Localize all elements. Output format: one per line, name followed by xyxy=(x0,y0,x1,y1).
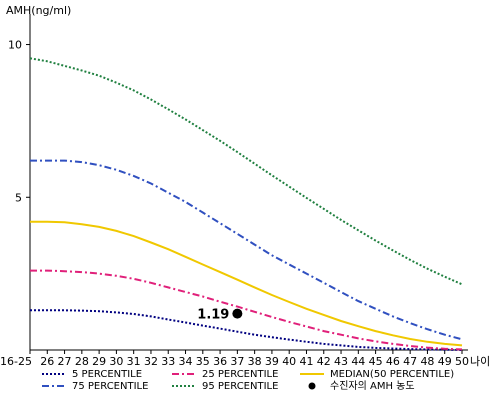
x-tick-label-45: 45 xyxy=(369,355,383,368)
x-tick-label-43: 43 xyxy=(334,355,348,368)
x-tick-label-30: 30 xyxy=(109,355,123,368)
x-tick-label-33: 33 xyxy=(161,355,175,368)
patient-point-label-0: 1.19 xyxy=(197,308,229,323)
patient-point-0 xyxy=(232,308,243,319)
legend-label-1: 25 PERCENTILE xyxy=(202,369,278,380)
x-tick-label-50: 50 xyxy=(455,355,469,368)
legend: 5 PERCENTILE 25 PERCENTILE MEDIAN(50 PERCE… xyxy=(42,369,454,392)
x-tick-label-48: 48 xyxy=(420,355,434,368)
x-tick-label-34: 34 xyxy=(179,355,193,368)
legend-label-0: 5 PERCENTILE xyxy=(72,369,142,380)
x-tick-label-32: 32 xyxy=(144,355,158,368)
x-tick-label-36: 36 xyxy=(213,355,227,368)
series-line-0 xyxy=(30,309,463,351)
legend-label-point: 수진자의 AMH 농도 xyxy=(330,380,415,392)
x-tick-label-35: 35 xyxy=(196,355,210,368)
series-lines xyxy=(29,57,463,351)
x-ticks: 16-25 26 27 28 29 30 31 32 33 34 35 36 37 38 39 40 41 42 4… xyxy=(0,350,469,368)
x-tick-label-47: 47 xyxy=(403,355,417,368)
x-tick-label-16-25: 16-25 xyxy=(0,355,32,368)
x-tick-label-46: 46 xyxy=(386,355,400,368)
series-line-3 xyxy=(30,159,463,341)
x-tick-label-26: 26 xyxy=(40,355,54,368)
legend-label-4: 95 PERCENTILE xyxy=(202,381,278,392)
series-line-2 xyxy=(30,220,463,347)
legend-label-2: MEDIAN(50 PERCENTILE) xyxy=(330,369,454,380)
y-ticks: 5 10 xyxy=(8,39,30,204)
x-tick-label-39: 39 xyxy=(265,355,279,368)
x-tick-label-38: 38 xyxy=(248,355,262,368)
x-tick-label-37: 37 xyxy=(230,355,244,368)
x-tick-label-27: 27 xyxy=(58,355,72,368)
x-tick-label-31: 31 xyxy=(127,355,141,368)
y-tick-label-5: 5 xyxy=(15,191,22,204)
x-tick-label-49: 49 xyxy=(438,355,452,368)
data-points: 1.19 xyxy=(197,308,243,323)
series-line-1 xyxy=(30,269,463,351)
y-tick-label-10: 10 xyxy=(8,39,22,52)
x-tick-label-40: 40 xyxy=(282,355,296,368)
series-line-4 xyxy=(29,57,463,286)
x-tick-label-42: 42 xyxy=(317,355,331,368)
x-tick-label-41: 41 xyxy=(299,355,313,368)
legend-label-3: 75 PERCENTILE xyxy=(72,381,148,392)
y-axis-title: AMH(ng/ml) xyxy=(6,4,71,17)
legend-swatch-point xyxy=(308,382,316,390)
x-tick-label-44: 44 xyxy=(351,355,365,368)
x-tick-label-28: 28 xyxy=(75,355,89,368)
x-axis-title: 나이 xyxy=(470,355,490,368)
x-tick-label-29: 29 xyxy=(92,355,106,368)
